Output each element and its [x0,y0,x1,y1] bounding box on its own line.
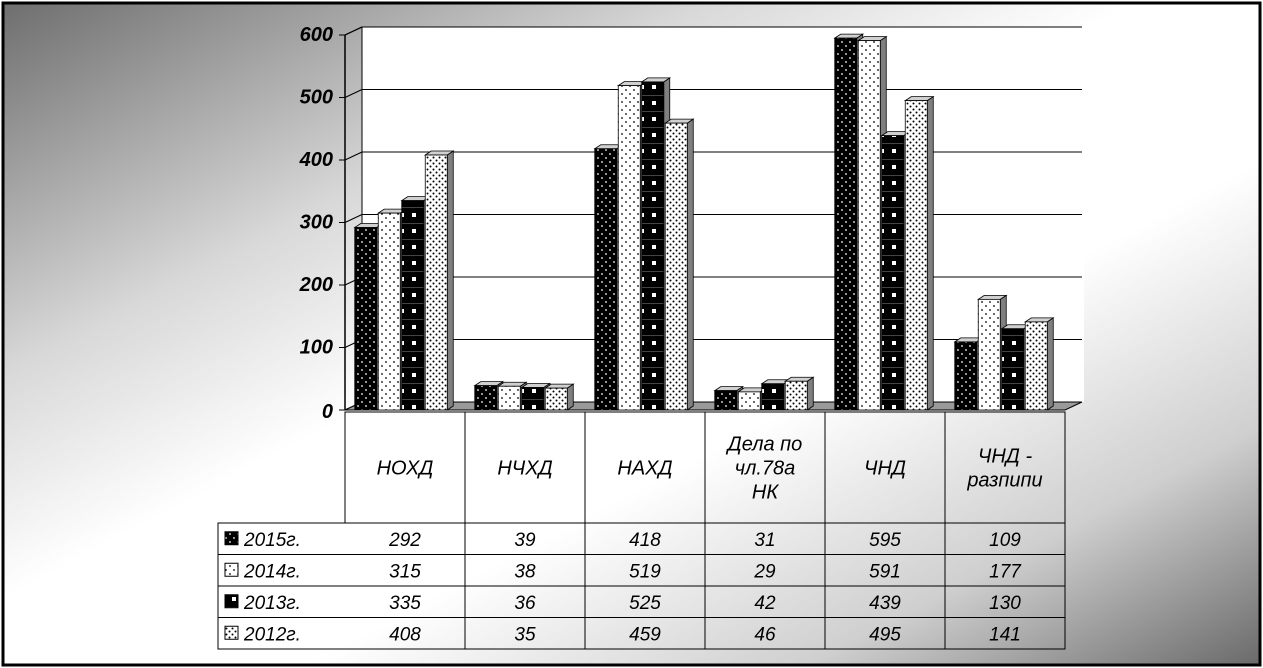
data-table-value: 177 [989,561,1022,582]
bar-side [1046,317,1054,411]
data-table-value: 525 [629,593,661,614]
bar-front [904,100,928,411]
bar-side [926,95,934,411]
data-table-value: 519 [629,561,661,582]
data-table-value: 42 [754,593,776,614]
data-table-value: 36 [514,593,536,614]
legend-swatch [224,625,239,640]
bar-front [834,37,858,411]
y-tick-label: 100 [300,337,333,359]
data-table-value: 335 [389,593,421,614]
bar-front [1001,328,1025,411]
data-table-value: 38 [514,561,536,582]
x-category-label: НК [752,482,779,504]
data-table-value: 591 [869,561,901,582]
bar [783,376,815,411]
data-table-value: 459 [629,624,661,645]
bar [543,383,575,411]
bar [976,294,1008,411]
bar-front [977,298,1001,411]
bar-front [424,154,448,411]
bar [903,95,935,411]
bar-series [353,33,1055,411]
bar-front [544,387,568,411]
data-table-value: 595 [869,530,901,551]
legend-entry: 2013г. [243,593,301,614]
x-category-label: чл.78а [735,458,796,480]
bar-side [446,150,454,411]
data-table-value: 408 [389,624,421,645]
x-category-label: Дела по [726,434,803,456]
left-wall-tick [344,151,363,161]
bar-front [354,227,378,411]
y-tick-label: 0 [322,401,333,423]
data-table-value: 439 [869,593,901,614]
bar-front [664,122,688,411]
bar-front [881,135,905,411]
data-table-value: 109 [989,530,1021,551]
y-tick-label: 500 [300,87,333,109]
y-axis-tick-labels: 0 100 200 300 400 500 600 [299,24,333,423]
legend-swatch [224,594,239,609]
data-table-value: 31 [754,530,775,551]
x-category-label: разпипи [966,470,1042,492]
left-wall-tick [344,214,363,223]
data-table-value: 39 [514,530,536,551]
x-category-label: ЧНД - [978,446,1033,468]
bar-front [377,212,401,411]
wall-top-edge [344,26,363,36]
bar-side [566,383,574,411]
data-table-value: 46 [754,624,776,645]
data-table-value: 35 [514,624,536,645]
bar-front [521,387,545,411]
bar [1023,317,1055,411]
left-wall-tick [344,89,363,98]
bar-side [686,118,694,411]
legend-swatch [224,562,239,577]
y-tick-label: 300 [300,212,333,234]
bar-front [761,383,785,411]
bar-front [1024,321,1048,411]
bar-front [497,385,521,411]
data-table-value: 418 [629,530,661,551]
data-table-value: 130 [989,593,1021,614]
bar-front [857,40,881,411]
bar-front [714,390,738,411]
bar-front [617,85,641,411]
data-table-value: 315 [389,561,421,582]
bar-front [594,148,618,411]
legend-swatch [224,531,239,546]
x-category-label: НЧХД [497,458,552,480]
bar-front [737,391,761,411]
data-table-value: 292 [388,530,421,551]
y-tick-label: 200 [299,274,333,296]
data-table-value: 495 [869,624,901,645]
bar-side [806,376,814,411]
legend-entry: 2014г. [243,561,301,582]
legend-entry: 2015г. [243,530,301,551]
data-table-value: 141 [989,624,1021,645]
bar [663,118,695,411]
legend-entry: 2012г. [243,624,301,645]
x-category-label: ЧНД [864,458,906,480]
bar-front [784,380,808,411]
bar-front [474,385,498,411]
bar-front [954,341,978,411]
bar-front [401,200,425,411]
y-tick-label: 600 [300,24,333,46]
x-category-label: НАХД [617,458,672,480]
data-table-value: 29 [753,561,776,582]
x-category-label: НОХД [377,458,434,480]
bar [423,150,455,411]
y-tick-label: 400 [299,149,333,171]
bar-front [641,81,665,411]
